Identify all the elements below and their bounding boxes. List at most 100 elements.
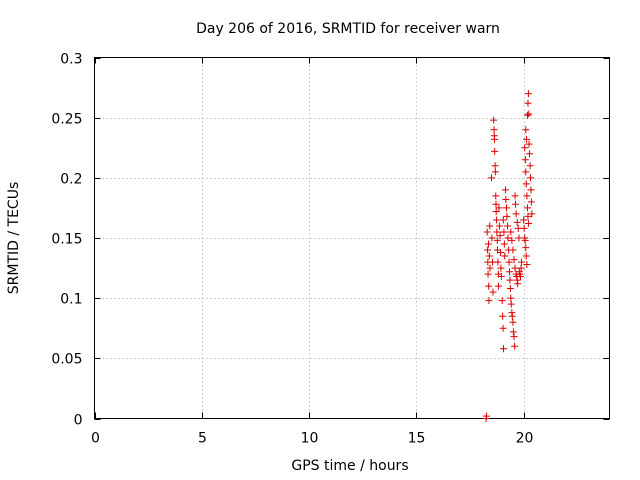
data-point <box>506 276 514 284</box>
data-point <box>527 174 535 182</box>
data-point <box>522 168 530 176</box>
data-point <box>525 150 533 158</box>
data-point <box>495 204 503 212</box>
data-point <box>521 236 529 244</box>
data-point <box>490 116 498 124</box>
data-point <box>486 264 494 272</box>
data-point <box>499 324 507 332</box>
data-point <box>508 312 516 320</box>
x-axis-label: GPS time / hours <box>291 458 408 474</box>
data-point <box>491 147 499 155</box>
data-point <box>520 224 528 232</box>
data-point <box>516 273 524 281</box>
data-point <box>484 246 492 254</box>
x-tick-label: 10 <box>301 431 319 447</box>
data-point <box>513 218 521 226</box>
data-point <box>524 111 532 119</box>
data-point <box>512 200 520 208</box>
data-point <box>502 195 510 203</box>
data-point <box>517 264 525 272</box>
data-point <box>492 192 500 200</box>
data-point <box>518 258 526 266</box>
plot-frame <box>94 57 610 419</box>
data-point <box>525 140 533 148</box>
data-point <box>496 232 504 240</box>
y-tick-label: 0.3 <box>60 52 82 68</box>
data-point <box>505 258 513 266</box>
data-point <box>528 210 536 218</box>
data-point <box>497 264 505 272</box>
y-tick-label: 0.25 <box>51 112 82 128</box>
data-point <box>494 258 502 266</box>
data-point <box>506 285 514 293</box>
data-point <box>491 162 499 170</box>
data-point <box>493 216 501 224</box>
data-point <box>521 144 529 152</box>
data-point <box>524 220 532 228</box>
data-point <box>485 252 493 260</box>
data-point <box>524 90 532 98</box>
data-point <box>507 294 515 302</box>
x-tick-label: 15 <box>408 431 426 447</box>
data-point <box>491 168 499 176</box>
y-tick-label: 0.05 <box>51 352 82 368</box>
data-point <box>496 248 504 256</box>
data-point <box>489 288 497 296</box>
data-point <box>500 240 508 248</box>
data-point <box>499 345 507 353</box>
y-tick-labels: 0 0.05 0.1 0.15 0.2 0.25 0.3 <box>51 52 82 429</box>
data-point <box>503 204 510 212</box>
y-tick-label: 0.1 <box>60 292 82 308</box>
data-point <box>527 198 535 206</box>
data-point <box>493 228 501 236</box>
data-point <box>509 318 517 326</box>
data-point <box>507 228 515 236</box>
data-point <box>483 228 491 236</box>
data-point <box>511 192 519 200</box>
data-point <box>511 264 519 272</box>
data-point <box>524 212 532 220</box>
data-point <box>527 186 535 194</box>
data-point <box>523 192 531 200</box>
data-point <box>523 260 531 268</box>
x-tick-label: 20 <box>516 431 534 447</box>
data-point <box>509 246 517 254</box>
data-point <box>495 282 503 290</box>
x-tick-label: 0 <box>91 431 100 447</box>
data-point <box>522 252 530 260</box>
data-point <box>508 236 516 244</box>
x-tick-label: 5 <box>198 431 207 447</box>
data-point <box>511 342 519 350</box>
x-tick-labels: 0 5 10 15 20 <box>91 431 533 447</box>
data-point <box>507 300 515 308</box>
data-point <box>509 328 517 336</box>
data-point <box>499 216 507 224</box>
y-tick-label: 0.15 <box>51 232 82 248</box>
y-tick-label: 0 <box>74 413 83 429</box>
data-point <box>520 216 528 224</box>
data-point <box>488 234 496 242</box>
data-point <box>506 268 514 276</box>
grid-lines <box>94 57 610 419</box>
data-point <box>504 222 512 230</box>
data-point <box>490 126 498 134</box>
data-point <box>497 273 505 281</box>
data-point <box>483 412 491 420</box>
data-point <box>492 200 500 208</box>
data-point <box>522 180 530 188</box>
data-point <box>501 186 509 194</box>
data-point <box>526 162 534 170</box>
data-point <box>498 297 506 305</box>
data-point <box>525 110 533 118</box>
data-point <box>524 204 532 212</box>
data-point <box>512 210 520 218</box>
data-point <box>484 270 492 278</box>
data-point <box>495 222 503 230</box>
data-point <box>510 256 518 264</box>
chart-title: Day 206 of 2016, SRMTID for receiver war… <box>196 21 500 37</box>
data-point <box>510 333 518 341</box>
data-points <box>482 90 536 422</box>
data-point <box>524 99 532 107</box>
data-point <box>484 240 492 248</box>
